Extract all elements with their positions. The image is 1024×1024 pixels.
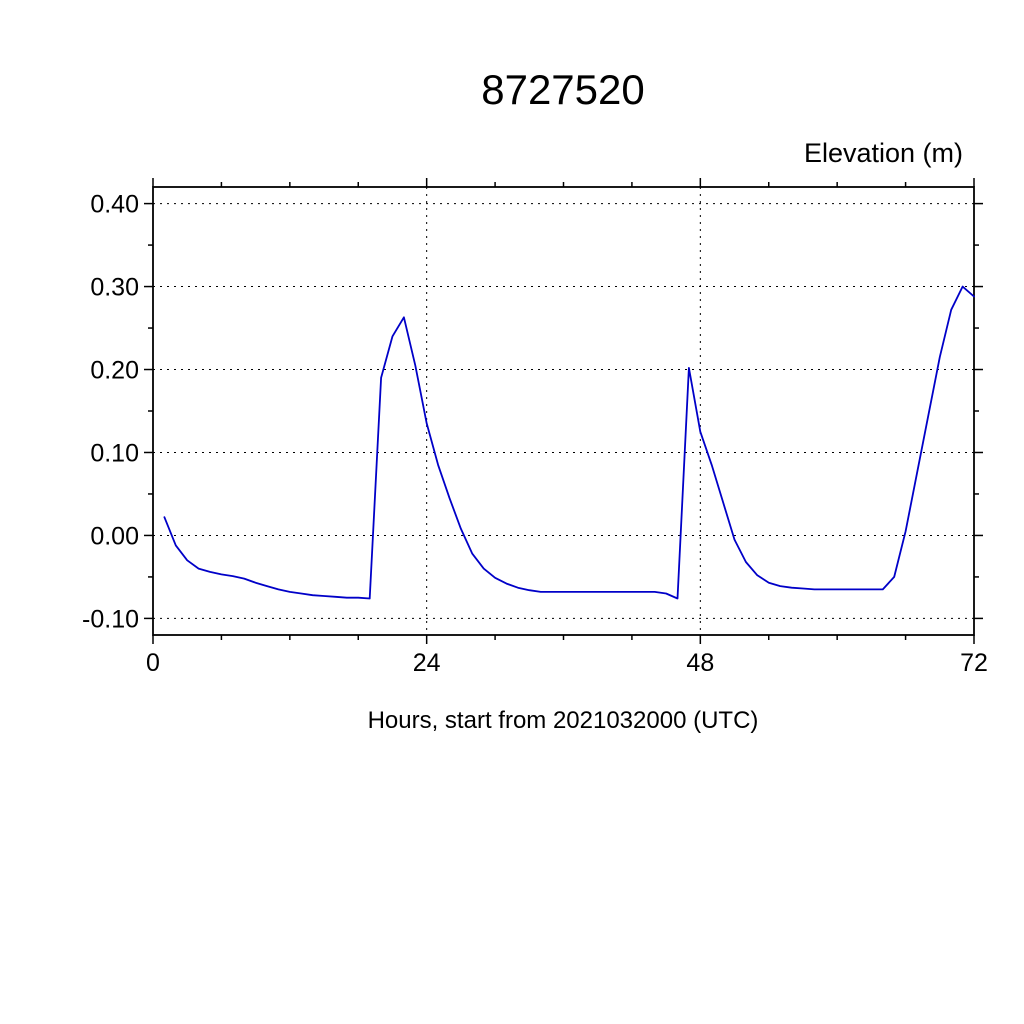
y-tick-label: -0.10	[82, 605, 139, 633]
x-tick-label: 48	[686, 649, 714, 677]
y-tick-label: 0.00	[90, 522, 139, 550]
x-axis-title: Hours, start from 2021032000 (UTC)	[368, 707, 759, 734]
plot-area: 0 24 48 72 0.40 0.30 0.20 0.10 0.00 -0.10	[82, 178, 988, 677]
x-tick-label: 0	[146, 649, 160, 677]
elevation-series-line	[163, 285, 975, 600]
plot-frame	[152, 186, 975, 636]
y-tick-label: 0.10	[90, 439, 139, 467]
x-tick-label: 72	[960, 649, 988, 677]
y-tick-label: 0.30	[90, 274, 139, 302]
y-tick-label: 0.40	[90, 191, 139, 219]
elevation-axis-label: Elevation (m)	[804, 138, 963, 168]
y-tick-label: 0.20	[90, 357, 139, 385]
x-tick-label: 24	[413, 649, 441, 677]
chart-title: 8727520	[481, 66, 645, 113]
